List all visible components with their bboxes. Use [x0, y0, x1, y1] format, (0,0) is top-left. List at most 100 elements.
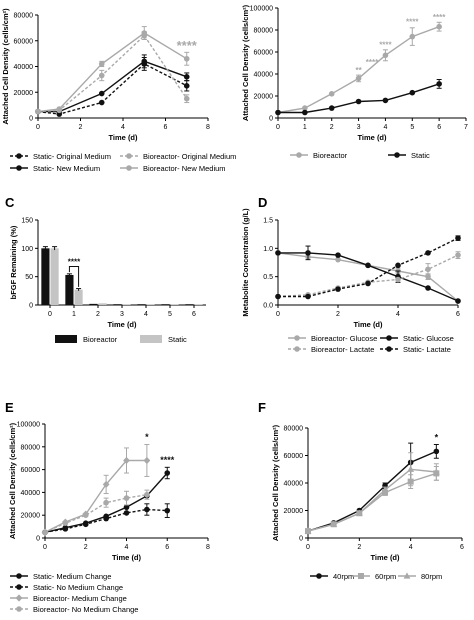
- x-tick-label: 2: [336, 311, 340, 318]
- legend-label: Static- Medium Change: [33, 572, 111, 581]
- legend-marker: [403, 572, 411, 579]
- y-tick-label: 20000: [21, 513, 41, 520]
- legend-swatch: [140, 335, 162, 343]
- series-path: [277, 252, 459, 302]
- data-point: [275, 250, 281, 256]
- data-point: [335, 286, 341, 292]
- chart-B: 0 20000 40000 60000 80000 100000 0 1 2 3 4 5 6 7 Time …: [241, 4, 468, 160]
- bar: [170, 304, 179, 305]
- x-tick-label: 1: [72, 311, 76, 318]
- x-tick-label: 0: [276, 124, 280, 131]
- chart-F: 0 20000 40000 60000 80000 0 2 4 6 Time (d) Attache…: [258, 400, 464, 581]
- legend-label: Static- Glucose: [403, 334, 454, 343]
- x-tick-label: 6: [192, 311, 196, 318]
- data-point: [425, 285, 431, 291]
- data-point: [330, 520, 338, 527]
- legend-marker: [126, 165, 132, 171]
- bar: [65, 274, 74, 305]
- y-axis-label: Attached Cell Density (cells/cm²): [271, 424, 280, 541]
- x-tick-label: 6: [164, 124, 168, 131]
- bar: [98, 303, 107, 305]
- legend-item: Static- Glucose: [380, 334, 454, 343]
- legend-marker: [386, 346, 392, 352]
- legend-marker: [294, 335, 300, 341]
- legend-label: Static- No Medium Change: [33, 583, 123, 592]
- series-line: [41, 444, 151, 536]
- data-point: [183, 74, 190, 80]
- data-point: [436, 23, 442, 30]
- legend-label: Bioreactor- Medium Change: [33, 594, 127, 603]
- y-tick-label: 20000: [14, 90, 34, 97]
- y-tick-label: 1.0: [263, 246, 273, 253]
- data-point: [409, 33, 416, 40]
- legend-marker: [16, 584, 22, 590]
- series-path: [44, 459, 147, 533]
- data-point: [395, 276, 401, 283]
- y-tick-label: 80000: [14, 13, 34, 20]
- legend-marker: [386, 335, 392, 341]
- legend-marker: [126, 153, 132, 159]
- data-point: [102, 480, 110, 489]
- legend-label: Static: [411, 151, 430, 160]
- x-tick-label: 0: [276, 311, 280, 318]
- legend-label: Bioreactor- Original Medium: [143, 152, 236, 161]
- data-point: [141, 58, 148, 65]
- legend-item: Static- New Medium: [10, 164, 100, 173]
- x-tick-label: 4: [383, 124, 387, 131]
- significance-marker: ****: [177, 38, 198, 53]
- bar: [146, 304, 155, 305]
- data-point: [305, 250, 311, 256]
- data-point: [302, 105, 308, 111]
- y-axis-label: bFGF Remaining (%): [9, 225, 18, 299]
- series-line: [42, 503, 171, 536]
- data-point: [82, 521, 89, 528]
- bar: [194, 304, 203, 305]
- data-point: [62, 526, 69, 532]
- y-tick-label: 100000: [17, 422, 40, 429]
- data-point: [355, 98, 362, 105]
- data-point: [103, 515, 109, 522]
- legend-marker: [316, 573, 322, 579]
- x-axis-label: Time (d): [370, 553, 400, 562]
- data-point: [123, 456, 130, 465]
- significance-marker: ****: [160, 455, 175, 465]
- legend-label: 60rpm: [375, 572, 396, 581]
- bar: [161, 304, 170, 305]
- x-tick-label: 8: [206, 544, 210, 551]
- series-line: [35, 26, 190, 115]
- y-tick-label: 60000: [284, 453, 304, 460]
- legend-label: Static- Lactate: [403, 345, 451, 354]
- x-tick-label: 4: [121, 124, 125, 131]
- legend-item: Static- Original Medium: [10, 152, 111, 161]
- significance-marker: **: [355, 66, 362, 75]
- legend-marker: [358, 573, 364, 579]
- series-path: [44, 494, 148, 533]
- y-tick-label: 0: [299, 536, 303, 543]
- data-point: [123, 495, 130, 501]
- x-tick-label: 2: [330, 124, 334, 131]
- data-point: [407, 465, 415, 472]
- legend-label: Bioreactor: [83, 335, 118, 344]
- series-line: [42, 489, 150, 536]
- x-tick-label: 3: [120, 311, 124, 318]
- y-tick-label: 40000: [21, 490, 41, 497]
- data-point: [62, 520, 69, 526]
- legend-item: Static- Medium Change: [10, 572, 111, 581]
- legend-marker: [294, 346, 300, 352]
- legend-marker: [16, 165, 22, 171]
- bar: [122, 304, 131, 305]
- legend-item: Static: [388, 151, 430, 160]
- data-point: [355, 509, 363, 516]
- series-path: [278, 252, 459, 302]
- legend-item: 80rpm: [398, 572, 442, 581]
- legend-item: 60rpm: [352, 572, 396, 581]
- y-axis-label: Attached Cell Density (cells/cm²): [241, 4, 250, 121]
- bar: [113, 304, 122, 305]
- y-tick-label: 40000: [254, 72, 274, 79]
- legend-label: 80rpm: [421, 572, 442, 581]
- data-point: [335, 252, 341, 258]
- data-point: [455, 235, 461, 241]
- series-line: [304, 452, 440, 534]
- legend-label: Bioreactor- No Medium Change: [33, 605, 138, 614]
